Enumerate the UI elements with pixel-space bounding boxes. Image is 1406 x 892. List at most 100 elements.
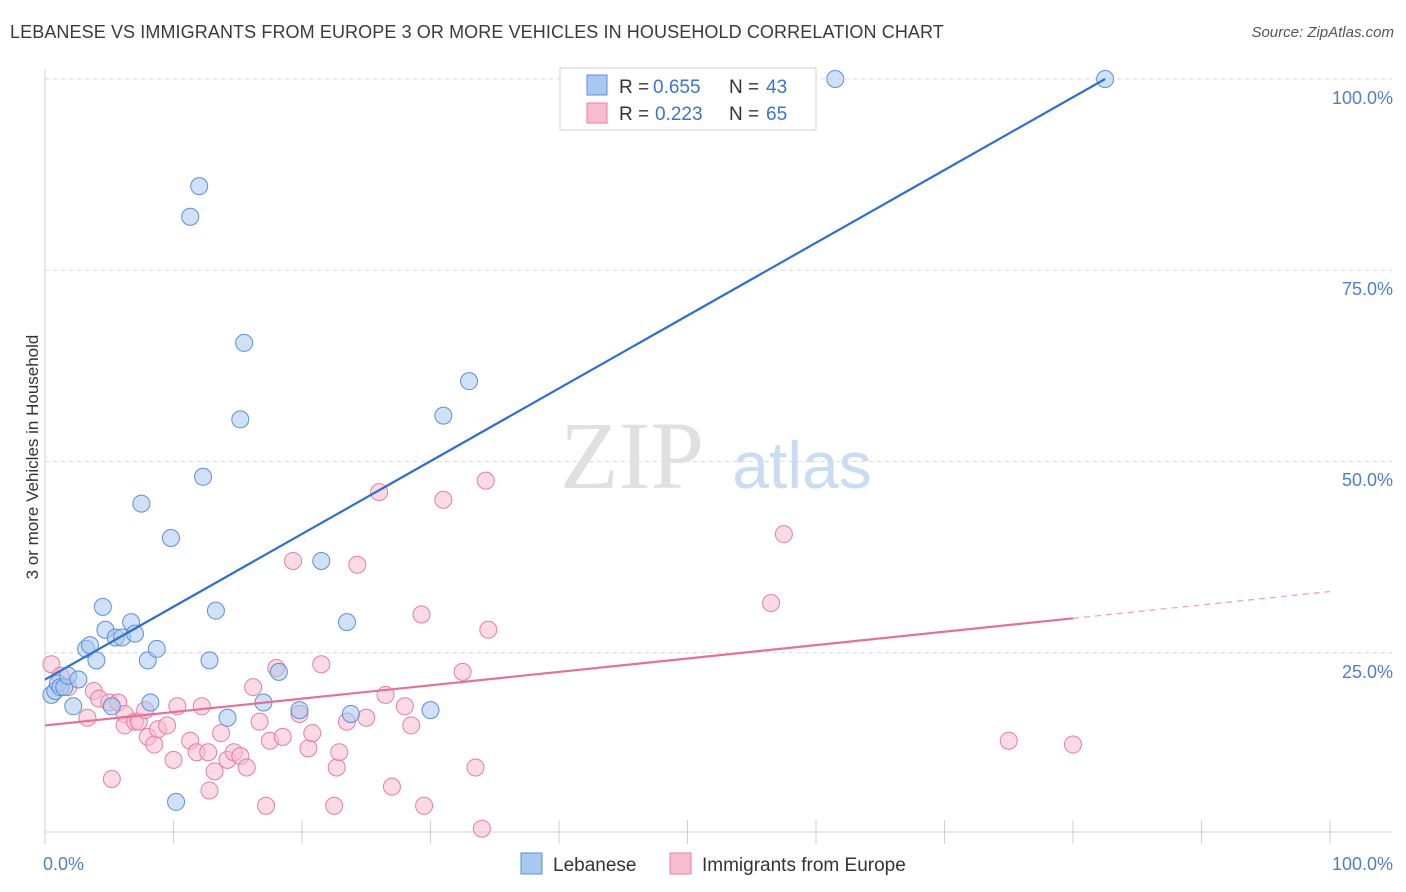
data-point-immigrants — [357, 708, 376, 727]
data-point-immigrants — [466, 758, 485, 777]
data-point-immigrants — [762, 594, 781, 613]
data-point-immigrants — [284, 551, 303, 570]
data-point-lebanese — [200, 651, 219, 670]
data-point-immigrants — [402, 716, 421, 735]
data-point-immigrants — [164, 750, 183, 769]
data-point-immigrants — [472, 819, 491, 838]
data-point-immigrants — [476, 471, 495, 490]
bottom-legend: Lebanese Immigrants from Europe — [520, 852, 906, 876]
data-point-lebanese — [337, 613, 356, 632]
legend-n-label-2: N = — [729, 104, 759, 125]
data-point-immigrants — [237, 758, 256, 777]
data-point-immigrants — [250, 712, 269, 731]
legend-n-value-1: 43 — [766, 77, 787, 98]
data-point-immigrants — [453, 662, 472, 681]
data-point-immigrants — [205, 762, 224, 781]
data-point-immigrants — [999, 731, 1018, 750]
series-immigrants-points — [42, 471, 1082, 838]
data-point-lebanese — [341, 704, 360, 723]
data-point-lebanese — [87, 651, 106, 670]
y-tick-label-75: 75.0% — [1342, 279, 1393, 299]
data-point-lebanese — [161, 529, 180, 547]
data-point-lebanese — [69, 670, 88, 689]
legend-swatch-immigrants — [586, 102, 608, 124]
legend-n-label-1: N = — [729, 77, 759, 98]
data-point-lebanese — [167, 792, 186, 811]
data-point-immigrants — [257, 796, 276, 815]
data-point-lebanese — [206, 601, 225, 620]
legend-r-value-2: 0.223 — [655, 104, 703, 125]
data-point-lebanese — [93, 597, 112, 616]
data-point-lebanese — [218, 708, 237, 727]
data-point-lebanese — [132, 494, 151, 513]
data-point-immigrants — [327, 758, 346, 777]
trend-line-immigrants — [44, 617, 1074, 727]
data-point-immigrants — [273, 727, 292, 746]
legend-n-value-2: 65 — [766, 104, 787, 125]
data-point-lebanese — [235, 333, 254, 352]
data-point-lebanese — [190, 177, 209, 196]
data-point-lebanese — [290, 701, 309, 720]
x-tick-label-0: 0.0% — [43, 854, 84, 874]
data-point-immigrants — [412, 605, 431, 624]
data-point-lebanese — [421, 701, 440, 720]
data-point-lebanese — [434, 406, 453, 425]
data-point-lebanese — [141, 693, 160, 712]
legend: R = 0.655 N = 43 R = 0.223 N = 65 — [559, 67, 817, 131]
data-point-immigrants — [303, 724, 322, 743]
data-point-immigrants — [382, 777, 401, 796]
bottom-legend-immigrants: Immigrants from Europe — [702, 855, 906, 876]
x-tick-label-100: 100.0% — [1332, 854, 1393, 874]
bottom-legend-swatch-lebanese — [520, 852, 543, 875]
data-point-immigrants — [434, 490, 453, 509]
trend-lines — [44, 78, 1331, 727]
chart-title: LEBANESE VS IMMIGRANTS FROM EUROPE 3 OR … — [10, 22, 944, 42]
data-point-lebanese — [181, 207, 200, 226]
legend-r-label-2: R = — [619, 104, 649, 125]
watermark-zip: ZIP — [560, 402, 704, 509]
data-point-lebanese — [826, 70, 845, 88]
data-point-immigrants — [244, 678, 263, 697]
data-point-lebanese — [102, 697, 121, 716]
legend-r-value-1: 0.655 — [653, 77, 701, 98]
data-point-immigrants — [395, 697, 414, 716]
data-point-immigrants — [299, 739, 318, 758]
y-axis-label: 3 or more Vehicles in Household — [23, 335, 42, 580]
bottom-legend-lebanese: Lebanese — [553, 855, 636, 876]
data-point-immigrants — [325, 796, 344, 815]
data-point-lebanese — [147, 639, 166, 658]
data-point-lebanese — [269, 662, 288, 681]
data-point-immigrants — [312, 655, 331, 674]
data-point-lebanese — [64, 697, 83, 716]
watermark-atlas: atlas — [732, 428, 871, 502]
data-point-immigrants — [212, 724, 231, 743]
y-tick-label-50: 50.0% — [1342, 470, 1393, 490]
data-point-immigrants — [158, 716, 177, 735]
y-tick-label-25: 25.0% — [1342, 662, 1393, 682]
data-point-immigrants — [479, 620, 498, 639]
trend-line-lebanese — [44, 78, 1106, 681]
data-point-immigrants — [78, 708, 97, 727]
legend-swatch-lebanese — [586, 74, 608, 96]
data-point-immigrants — [102, 769, 121, 788]
data-point-immigrants — [192, 697, 211, 716]
data-point-lebanese — [231, 410, 250, 429]
data-point-immigrants — [1064, 735, 1082, 754]
data-point-immigrants — [348, 555, 367, 574]
legend-r-label-1: R = — [619, 77, 649, 98]
data-point-immigrants — [199, 743, 218, 762]
data-point-lebanese — [460, 372, 479, 391]
data-point-lebanese — [312, 551, 331, 570]
x-tick-marks — [44, 820, 1331, 844]
grid-lines — [45, 78, 1392, 654]
bottom-legend-swatch-immigrants — [669, 852, 692, 875]
data-point-immigrants — [774, 525, 793, 544]
data-point-immigrants — [200, 781, 219, 800]
data-point-immigrants — [145, 735, 164, 754]
data-point-immigrants — [330, 743, 349, 762]
data-point-lebanese — [194, 467, 213, 486]
y-tick-label-100: 100.0% — [1332, 88, 1393, 108]
source-label: Source: ZipAtlas.com — [1251, 24, 1394, 41]
data-point-immigrants — [415, 796, 434, 815]
